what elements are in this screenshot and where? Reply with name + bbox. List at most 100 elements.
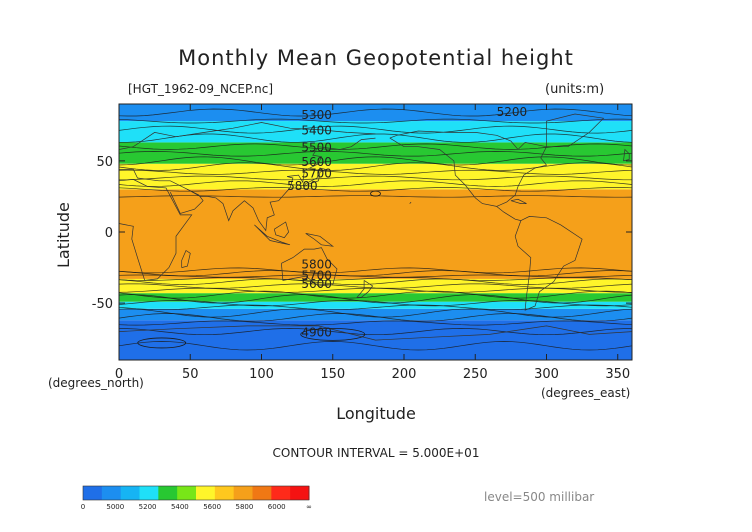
contour-label: 5700 bbox=[301, 166, 332, 180]
coastline bbox=[623, 148, 630, 162]
contour-label: 5400 bbox=[301, 124, 332, 138]
contour-line bbox=[118, 320, 633, 326]
contour-line bbox=[118, 156, 633, 166]
contour-line bbox=[118, 313, 633, 322]
contour-line bbox=[118, 328, 633, 336]
chart-title: Monthly Mean Geopotential height bbox=[178, 46, 574, 70]
contour-line bbox=[118, 151, 633, 157]
y-tick-label: 50 bbox=[96, 155, 113, 170]
coastline bbox=[273, 221, 289, 239]
contour-line bbox=[370, 190, 381, 197]
colorbar-swatch bbox=[158, 486, 178, 500]
contour-line bbox=[118, 175, 632, 181]
x-tick-label: 50 bbox=[182, 367, 199, 382]
band bbox=[119, 163, 632, 190]
y-units-label: (degrees_north) bbox=[48, 376, 144, 390]
band bbox=[119, 308, 632, 321]
coastline bbox=[389, 130, 548, 207]
x-tick-label: 0 bbox=[115, 367, 123, 382]
contour-line bbox=[118, 270, 633, 277]
coastline bbox=[303, 167, 327, 187]
band bbox=[119, 301, 632, 309]
band bbox=[119, 121, 632, 143]
axis-ticks: 0 50 100 150 200 250 300 350 -50 0 50 bbox=[92, 104, 632, 382]
x-tick-label: 200 bbox=[392, 367, 417, 382]
contour-label: 5300 bbox=[301, 108, 332, 122]
colorbar-label: ∞ bbox=[306, 503, 312, 511]
contour-line bbox=[118, 169, 633, 175]
colorbar-label: 6000 bbox=[268, 503, 286, 511]
x-tick-label: 350 bbox=[605, 367, 630, 382]
colorbar-label: 0 bbox=[81, 503, 85, 511]
contour-line bbox=[118, 290, 633, 299]
coastline bbox=[514, 216, 583, 311]
coastline bbox=[409, 201, 412, 204]
coastline bbox=[281, 247, 338, 287]
colorbar-label: 5000 bbox=[106, 503, 124, 511]
y-tick-label: -50 bbox=[92, 297, 113, 312]
x-units-label: (degrees_east) bbox=[541, 386, 631, 400]
band bbox=[218, 170, 269, 190]
contour-line bbox=[118, 267, 633, 274]
band bbox=[119, 189, 632, 279]
contour-line bbox=[118, 308, 633, 318]
contour-line bbox=[118, 162, 633, 171]
level-text: level=500 millibar bbox=[484, 490, 595, 504]
band bbox=[119, 293, 632, 302]
contour-line bbox=[137, 337, 187, 349]
colorbar-swatch bbox=[214, 486, 235, 500]
contour-line bbox=[118, 304, 633, 311]
contour-label: 5800 bbox=[301, 257, 332, 271]
colorbar-label: 5400 bbox=[171, 503, 189, 511]
y-tick-label: 0 bbox=[105, 226, 113, 241]
contour-label: 5600 bbox=[301, 277, 332, 291]
contour-line bbox=[118, 180, 633, 187]
contour-labels: 5300 520054005500560057005800580057005600… bbox=[287, 105, 527, 339]
contour-label: 5700 bbox=[301, 269, 332, 283]
units-label: (units:m) bbox=[545, 82, 605, 97]
x-tick-label: 100 bbox=[249, 367, 274, 382]
contour-line bbox=[118, 278, 633, 285]
coastline bbox=[546, 113, 605, 148]
contour-line bbox=[118, 294, 633, 304]
contour-line bbox=[118, 283, 633, 289]
contour-line bbox=[300, 327, 366, 341]
colorbar-label: 5600 bbox=[203, 503, 221, 511]
x-tick-label: 150 bbox=[320, 367, 345, 382]
coastline bbox=[118, 325, 633, 341]
colorbar-label: 5200 bbox=[139, 503, 157, 511]
coastline bbox=[118, 179, 193, 281]
coastline bbox=[356, 280, 374, 298]
contour-label: 5500 bbox=[301, 141, 332, 155]
colorbar: 0 5000 5200 5400 5600 5800 6000 ∞ bbox=[81, 485, 312, 511]
colorbar-swatch bbox=[101, 486, 122, 500]
coastline bbox=[254, 224, 291, 246]
band bbox=[119, 104, 632, 122]
colorbar-swatch bbox=[196, 486, 216, 500]
coastlines bbox=[118, 113, 633, 341]
coastline bbox=[181, 249, 191, 268]
colorbar-swatch bbox=[139, 486, 159, 500]
colorbar-swatch bbox=[252, 486, 272, 500]
contour-line bbox=[118, 274, 633, 278]
contour-line bbox=[118, 300, 633, 307]
coastline bbox=[305, 233, 335, 247]
contour-label: 5800 bbox=[287, 179, 318, 193]
chart-subtitle: [HGT_1962-09_NCEP.nc] bbox=[128, 82, 274, 96]
x-tick-label: 250 bbox=[463, 367, 488, 382]
coastline bbox=[169, 188, 204, 214]
band bbox=[119, 278, 632, 294]
contour-line bbox=[118, 341, 633, 351]
colorbar-swatch bbox=[177, 486, 197, 500]
contour-label: 4900 bbox=[301, 326, 332, 340]
colorbar-swatch bbox=[83, 486, 103, 500]
colorbar-swatch bbox=[271, 486, 291, 500]
contour-label: 5200 bbox=[497, 105, 528, 119]
coastline bbox=[496, 206, 521, 221]
colorbar-frame bbox=[82, 485, 310, 501]
contour-line bbox=[118, 277, 633, 281]
colorbar-swatch bbox=[120, 486, 140, 500]
contour-interval-text: CONTOUR INTERVAL = 5.000E+01 bbox=[272, 446, 480, 460]
colorbar-swatch bbox=[290, 486, 310, 500]
